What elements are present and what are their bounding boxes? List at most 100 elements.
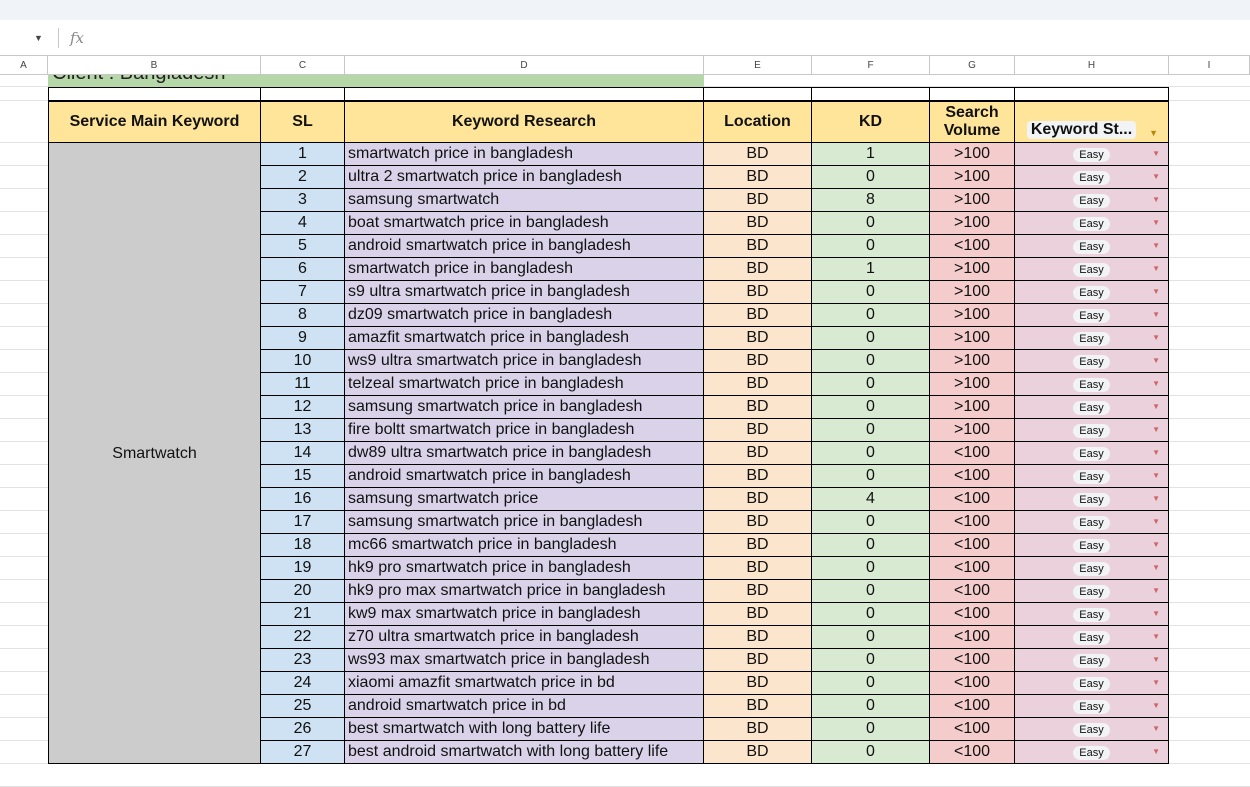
sl-cell[interactable]: 22	[261, 626, 345, 649]
kd-cell[interactable]: 0	[812, 603, 930, 626]
sl-cell[interactable]: 19	[261, 557, 345, 580]
location-cell[interactable]: BD	[704, 649, 812, 672]
keyword-cell[interactable]: ultra 2 smartwatch price in bangladesh	[345, 166, 704, 189]
keyword-cell[interactable]: samsung smartwatch price in bangladesh	[345, 396, 704, 419]
search-volume-cell[interactable]: >100	[930, 396, 1015, 419]
kd-cell[interactable]: 0	[812, 212, 930, 235]
keyword-status-dropdown[interactable]: Easy ▼	[1015, 396, 1169, 419]
chevron-down-icon[interactable]: ▼	[1152, 471, 1160, 480]
location-cell[interactable]: BD	[704, 580, 812, 603]
chevron-down-icon[interactable]: ▼	[1152, 195, 1160, 204]
keyword-cell[interactable]: smartwatch price in bangladesh	[345, 143, 704, 166]
empty-cell[interactable]	[48, 87, 261, 101]
kd-cell[interactable]: 0	[812, 511, 930, 534]
empty-cell[interactable]	[812, 87, 930, 101]
sl-cell[interactable]: 9	[261, 327, 345, 350]
column-header-E[interactable]: E	[704, 56, 812, 75]
chevron-down-icon[interactable]: ▼	[1152, 149, 1160, 158]
empty-cell[interactable]	[930, 87, 1015, 101]
kd-cell[interactable]: 0	[812, 557, 930, 580]
chevron-down-icon[interactable]: ▼	[1152, 264, 1160, 273]
search-volume-cell[interactable]: >100	[930, 212, 1015, 235]
empty-cell[interactable]	[704, 87, 812, 101]
sl-cell[interactable]: 6	[261, 258, 345, 281]
client-label-cell[interactable]: Client : Bangladesh	[48, 75, 704, 87]
search-volume-cell[interactable]: >100	[930, 281, 1015, 304]
kd-cell[interactable]: 0	[812, 649, 930, 672]
chevron-down-icon[interactable]: ▼	[1152, 379, 1160, 388]
keyword-cell[interactable]: android smartwatch price in bangladesh	[345, 235, 704, 258]
location-cell[interactable]: BD	[704, 419, 812, 442]
search-volume-cell[interactable]: <100	[930, 672, 1015, 695]
chevron-down-icon[interactable]: ▼	[1152, 333, 1160, 342]
keyword-cell[interactable]: hk9 pro smartwatch price in bangladesh	[345, 557, 704, 580]
location-cell[interactable]: BD	[704, 373, 812, 396]
chevron-down-icon[interactable]: ▼	[1152, 517, 1160, 526]
column-header-G[interactable]: G	[930, 56, 1015, 75]
search-volume-cell[interactable]: <100	[930, 695, 1015, 718]
kd-cell[interactable]: 0	[812, 327, 930, 350]
kd-cell[interactable]: 0	[812, 419, 930, 442]
keyword-status-dropdown[interactable]: Easy ▼	[1015, 557, 1169, 580]
search-volume-cell[interactable]: <100	[930, 626, 1015, 649]
location-cell[interactable]: BD	[704, 189, 812, 212]
keyword-status-dropdown[interactable]: Easy ▼	[1015, 258, 1169, 281]
sl-cell[interactable]: 26	[261, 718, 345, 741]
search-volume-cell[interactable]: >100	[930, 327, 1015, 350]
keyword-cell[interactable]: ws9 ultra smartwatch price in bangladesh	[345, 350, 704, 373]
search-volume-cell[interactable]: >100	[930, 189, 1015, 212]
sl-cell[interactable]: 16	[261, 488, 345, 511]
chevron-down-icon[interactable]: ▼	[1152, 563, 1160, 572]
sl-cell[interactable]: 2	[261, 166, 345, 189]
keyword-cell[interactable]: boat smartwatch price in bangladesh	[345, 212, 704, 235]
search-volume-cell[interactable]: >100	[930, 143, 1015, 166]
kd-cell[interactable]: 0	[812, 672, 930, 695]
column-header-I[interactable]: I	[1169, 56, 1250, 75]
search-volume-cell[interactable]: <100	[930, 465, 1015, 488]
kd-cell[interactable]: 0	[812, 350, 930, 373]
chevron-down-icon[interactable]: ▼	[1152, 586, 1160, 595]
keyword-status-dropdown[interactable]: Easy ▼	[1015, 189, 1169, 212]
search-volume-cell[interactable]: <100	[930, 442, 1015, 465]
kd-cell[interactable]: 1	[812, 258, 930, 281]
kd-cell[interactable]: 0	[812, 442, 930, 465]
keyword-cell[interactable]: android smartwatch price in bangladesh	[345, 465, 704, 488]
kd-cell[interactable]: 0	[812, 580, 930, 603]
keyword-cell[interactable]: s9 ultra smartwatch price in bangladesh	[345, 281, 704, 304]
chevron-down-icon[interactable]: ▼	[1152, 172, 1160, 181]
chevron-down-icon[interactable]: ▼	[1152, 425, 1160, 434]
keyword-status-dropdown[interactable]: Easy ▼	[1015, 488, 1169, 511]
sl-cell[interactable]: 17	[261, 511, 345, 534]
search-volume-cell[interactable]: >100	[930, 258, 1015, 281]
keyword-status-dropdown[interactable]: Easy ▼	[1015, 143, 1169, 166]
sl-cell[interactable]: 15	[261, 465, 345, 488]
chevron-down-icon[interactable]: ▼	[1152, 218, 1160, 227]
header-location[interactable]: Location	[704, 101, 812, 143]
chevron-down-icon[interactable]: ▼	[1152, 540, 1160, 549]
keyword-cell[interactable]: samsung smartwatch	[345, 189, 704, 212]
kd-cell[interactable]: 0	[812, 304, 930, 327]
location-cell[interactable]: BD	[704, 442, 812, 465]
sl-cell[interactable]: 11	[261, 373, 345, 396]
kd-cell[interactable]: 1	[812, 143, 930, 166]
sl-cell[interactable]: 23	[261, 649, 345, 672]
search-volume-cell[interactable]: <100	[930, 534, 1015, 557]
location-cell[interactable]: BD	[704, 672, 812, 695]
keyword-status-dropdown[interactable]: Easy ▼	[1015, 580, 1169, 603]
keyword-cell[interactable]: xiaomi amazfit smartwatch price in bd	[345, 672, 704, 695]
location-cell[interactable]: BD	[704, 718, 812, 741]
search-volume-cell[interactable]: <100	[930, 649, 1015, 672]
keyword-status-dropdown[interactable]: Easy ▼	[1015, 419, 1169, 442]
keyword-cell[interactable]: ws93 max smartwatch price in bangladesh	[345, 649, 704, 672]
sl-cell[interactable]: 3	[261, 189, 345, 212]
kd-cell[interactable]: 0	[812, 373, 930, 396]
kd-cell[interactable]: 0	[812, 534, 930, 557]
sl-cell[interactable]: 10	[261, 350, 345, 373]
location-cell[interactable]: BD	[704, 534, 812, 557]
chevron-down-icon[interactable]: ▼	[1152, 241, 1160, 250]
location-cell[interactable]: BD	[704, 258, 812, 281]
search-volume-cell[interactable]: >100	[930, 304, 1015, 327]
header-keyword[interactable]: Keyword Research	[345, 101, 704, 143]
sl-cell[interactable]: 20	[261, 580, 345, 603]
keyword-status-dropdown[interactable]: Easy ▼	[1015, 350, 1169, 373]
